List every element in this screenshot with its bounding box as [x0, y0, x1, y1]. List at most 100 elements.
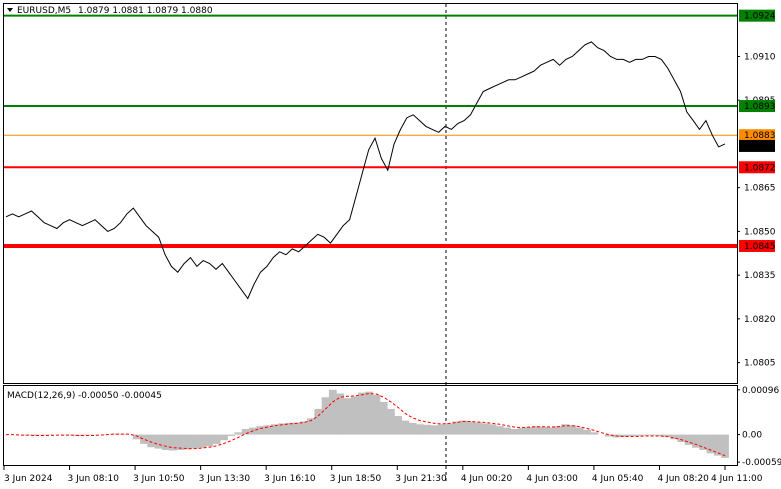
macd-histogram-bar: [633, 434, 642, 436]
macd-histogram-bar: [379, 401, 388, 435]
macd-histogram-bar: [568, 425, 577, 435]
time-tick-label: 3 Jun 16:10: [264, 474, 316, 484]
macd-histogram-bar: [510, 429, 519, 435]
time-tick-label: 3 Jun 21:30: [395, 474, 447, 484]
macd-histogram-bar: [488, 424, 497, 435]
macd-histogram-bar: [307, 418, 315, 435]
macd-histogram-bar: [161, 434, 170, 450]
macd-histogram-bar: [350, 396, 359, 435]
macd-histogram-bar: [343, 398, 352, 435]
macd-histogram-bar: [292, 422, 301, 435]
macd-histogram-bar: [466, 421, 475, 435]
macd-histogram-bar: [430, 425, 439, 435]
macd-histogram-bar: [423, 424, 432, 435]
macd-histogram-bar: [641, 434, 649, 436]
macd-histogram-bar: [590, 432, 599, 435]
time-tick-label: 4 Jun 05:40: [592, 474, 644, 484]
ohlc-label: 1.0879 1.0881 1.0879 1.0880: [78, 6, 213, 16]
time-tick-label: 3 Jun 10:50: [133, 474, 185, 484]
macd-histogram-bar: [198, 434, 206, 448]
macd-histogram-bar: [539, 426, 548, 435]
macd-histogram-bar: [190, 434, 199, 449]
macd-histogram-bar: [677, 434, 686, 443]
macd-histogram-bar: [183, 434, 192, 450]
time-tick-label: 3 Jun 13:30: [199, 474, 251, 484]
macd-histogram-bar: [721, 434, 729, 458]
symbol-label: EURUSD,M5: [17, 6, 71, 16]
chevron-down-icon[interactable]: [7, 8, 13, 12]
macd-histogram-bar: [256, 426, 265, 435]
macd-tick-label: -0.00059: [742, 458, 781, 468]
macd-tick-label: 0.00096: [742, 386, 779, 396]
time-tick-label: 3 Jun 2024: [4, 474, 53, 484]
level-tag-label: 1.0883: [744, 131, 776, 141]
macd-histogram-bar: [452, 421, 461, 435]
macd-histogram-bar: [699, 434, 708, 450]
price-tick-label: 1.0820: [744, 315, 776, 325]
macd-histogram-bar: [648, 434, 657, 436]
macd-histogram-bar: [706, 434, 715, 454]
macd-histogram-bar: [147, 434, 156, 448]
macd-histogram-bar: [299, 421, 308, 435]
level-tag-label: 1.0893: [744, 102, 776, 112]
macd-histogram-bar: [314, 408, 323, 435]
macd-histogram-bar: [31, 434, 39, 436]
macd-histogram-bar: [684, 434, 693, 445]
macd-histogram-bar: [416, 424, 424, 435]
price-series-line: [5, 41, 726, 300]
macd-histogram-bar: [169, 434, 177, 451]
macd-histogram-bar: [227, 434, 235, 436]
macd-histogram-bar: [82, 434, 90, 436]
macd-histogram-bar: [503, 427, 511, 435]
macd-histogram-bar: [713, 434, 722, 456]
macd-values-label: -0.00050 -0.00045: [78, 391, 162, 401]
macd-histogram-bar: [575, 427, 584, 435]
macd-histogram-bar: [60, 434, 68, 436]
time-tick-label: 3 Jun 08:10: [68, 474, 120, 484]
level-tag-bg: [739, 100, 775, 113]
macd-histogram-bar: [205, 434, 214, 447]
macd-histogram-bar: [670, 434, 679, 440]
macd-histogram-bar: [474, 422, 482, 435]
macd-histogram-bar: [583, 429, 591, 435]
macd-histogram-bar: [328, 389, 337, 435]
price-tick-label: 1.0835: [744, 271, 776, 281]
main-panel-frame: [3, 3, 738, 384]
macd-histogram-bar: [481, 423, 490, 435]
macd-name-label: MACD(12,26,9): [7, 391, 75, 401]
macd-tick-label: 0.00: [742, 431, 762, 441]
macd-histogram-bar: [321, 397, 330, 435]
time-tick-label: 4 Jun 08:20: [657, 474, 709, 484]
time-tick-label: 4 Jun 00:20: [461, 474, 513, 484]
macd-histogram-bar: [554, 426, 562, 435]
macd-histogram-bar: [89, 434, 97, 436]
current-price-label: 1.0880: [744, 142, 776, 152]
macd-histogram-bar: [496, 426, 504, 435]
macd-histogram-bar: [437, 424, 446, 435]
level-tag-label: 1.0872: [744, 163, 776, 173]
macd-histogram-bar: [111, 433, 119, 435]
macd-histogram-bar: [234, 432, 243, 435]
time-tick-label: 4 Jun 03:00: [526, 474, 578, 484]
macd-histogram-bar: [408, 422, 417, 435]
macd-histogram-bar: [619, 434, 628, 437]
macd-histogram-bar: [394, 415, 403, 435]
macd-histogram-bar: [525, 427, 533, 435]
macd-histogram-bar: [278, 423, 286, 435]
macd-histogram-bar: [604, 434, 613, 437]
level-tag-bg: [739, 239, 775, 252]
macd-histogram-bar: [546, 427, 555, 435]
macd-histogram-bar: [372, 394, 381, 435]
macd-histogram-bar: [212, 434, 221, 444]
time-tick-label: 4 Jun 11:00: [711, 474, 763, 484]
macd-histogram-bar: [532, 426, 541, 435]
price-tick-label: 1.0910: [744, 52, 776, 62]
current-price-tag-bg: [739, 139, 775, 152]
macd-histogram-bar: [561, 424, 570, 435]
macd-histogram-bar: [45, 434, 54, 436]
price-tick-label: 1.0850: [744, 227, 776, 237]
macd-histogram-bar: [445, 423, 453, 435]
macd-histogram-bar: [655, 434, 664, 436]
price-tick-label: 1.0865: [744, 184, 776, 194]
macd-histogram-bar: [692, 434, 700, 448]
